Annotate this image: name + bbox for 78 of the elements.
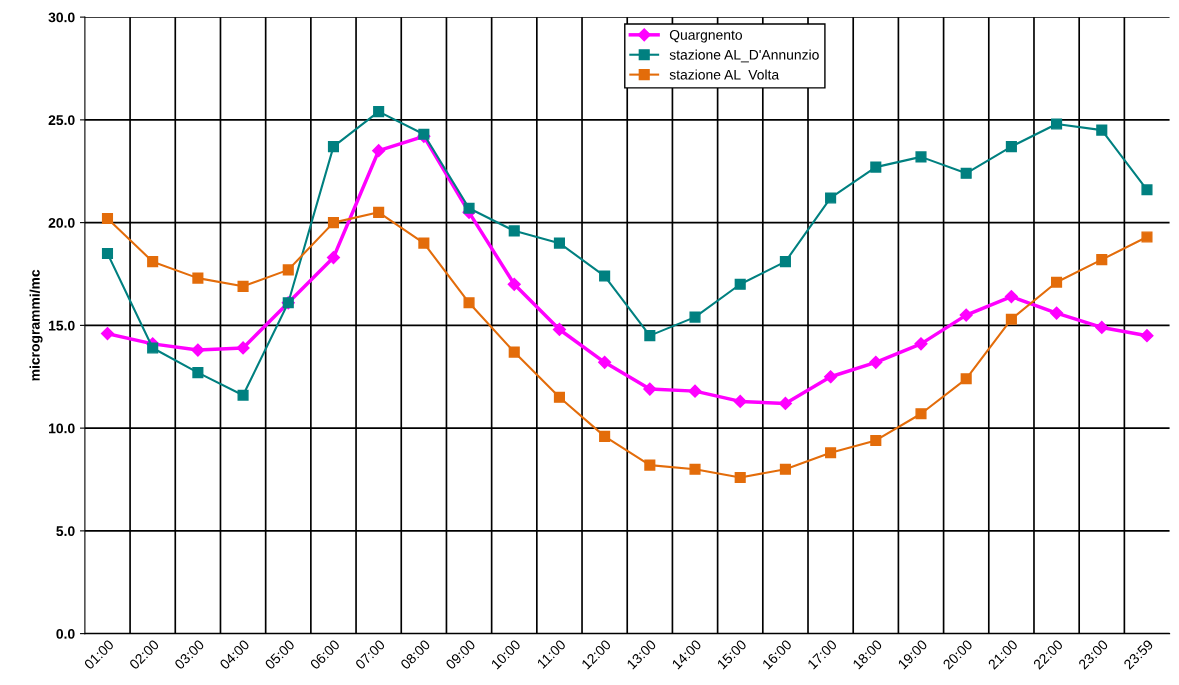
point (508, 225, 520, 237)
y-tick-label: 10.0 (49, 423, 75, 434)
point (372, 144, 386, 158)
point (825, 447, 837, 459)
point (870, 161, 882, 173)
point (689, 463, 701, 475)
point (915, 151, 927, 163)
point (778, 396, 792, 411)
point (1005, 313, 1017, 325)
point (507, 277, 521, 291)
point (237, 389, 249, 401)
y-tick-label: 15.0 (49, 320, 75, 331)
point (1096, 124, 1108, 136)
point (327, 217, 340, 229)
y-axis-title: microgrammi/mc (29, 269, 43, 381)
y-tick-label: 5.0 (56, 526, 75, 537)
point (960, 373, 972, 385)
legend-label: stazione AL_D'Annunzio (669, 49, 819, 63)
point (779, 463, 791, 475)
point (147, 256, 159, 268)
point (1140, 329, 1154, 343)
point (644, 330, 656, 342)
point (688, 384, 702, 398)
point (1004, 290, 1018, 304)
point (1049, 306, 1064, 320)
point (463, 202, 475, 214)
point (779, 256, 791, 268)
point (418, 237, 430, 249)
point (236, 341, 250, 355)
point (418, 128, 430, 140)
point (1141, 184, 1153, 196)
y-tick-label: 0.0 (56, 628, 75, 639)
point (373, 206, 385, 218)
point (598, 355, 612, 369)
point (552, 322, 567, 337)
y-tick-label: 30.0 (48, 12, 75, 23)
point (689, 311, 701, 323)
point (192, 367, 204, 379)
point (734, 278, 746, 290)
point (147, 342, 159, 354)
point (825, 192, 837, 204)
point (824, 370, 838, 384)
point (1005, 141, 1017, 153)
point (960, 167, 972, 179)
point (237, 280, 249, 292)
point (1096, 254, 1108, 266)
point (643, 382, 657, 396)
y-tick-label: 25.0 (48, 115, 75, 126)
point (101, 247, 114, 260)
point (915, 408, 927, 420)
point (192, 272, 204, 284)
point (326, 250, 341, 265)
legend-label: stazione AL Volta (669, 69, 780, 80)
point (599, 270, 611, 282)
point (463, 297, 475, 309)
point (869, 355, 883, 369)
point (870, 434, 882, 447)
point (959, 308, 973, 322)
point (100, 327, 115, 341)
point (1051, 118, 1063, 130)
y-tick-label: 20.0 (48, 217, 75, 228)
point (373, 106, 385, 118)
point (553, 391, 565, 403)
legend-label: Quargnento (669, 29, 742, 43)
point (327, 141, 340, 153)
point (1141, 231, 1153, 243)
point (599, 430, 611, 442)
point (914, 337, 928, 351)
point (644, 459, 656, 471)
point (734, 471, 746, 484)
point (282, 264, 294, 276)
point (553, 237, 565, 249)
point (1051, 276, 1063, 288)
point (733, 394, 747, 408)
point (191, 343, 205, 357)
point (508, 346, 520, 358)
point (101, 212, 114, 225)
point (1095, 320, 1109, 335)
